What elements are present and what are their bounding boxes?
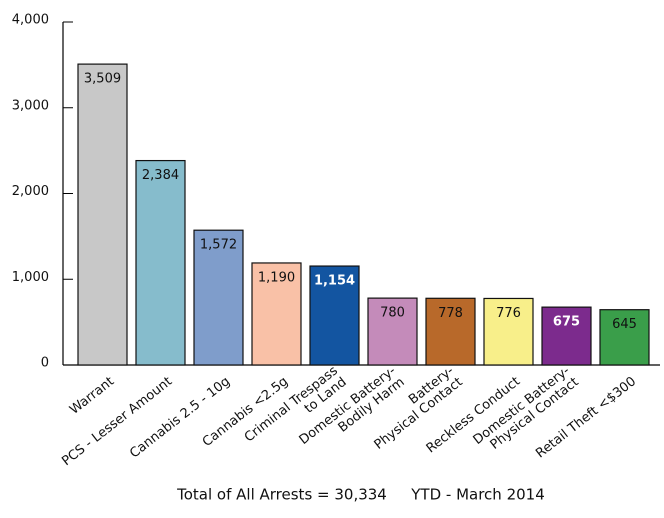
y-tick-label: 1,000	[12, 270, 49, 285]
value-label: 675	[553, 315, 580, 330]
value-label: 1,154	[314, 274, 355, 289]
bar	[599, 309, 650, 366]
value-label: 1,190	[258, 270, 295, 285]
bar	[425, 297, 476, 366]
value-label: 2,384	[142, 168, 179, 183]
value-label: 3,509	[84, 72, 121, 87]
x-tick-label: Cannabis 2.5 - 10g	[127, 374, 233, 461]
x-tick-label: Warrant	[67, 374, 117, 418]
y-tick-label: 2,000	[12, 184, 49, 199]
x-tick-label: PCS - Lesser Amount	[59, 374, 175, 469]
bar	[193, 229, 244, 366]
bar	[309, 265, 360, 366]
value-label: 645	[612, 317, 637, 332]
bar	[541, 306, 592, 366]
bar	[483, 297, 534, 366]
bar	[135, 159, 186, 366]
value-label: 1,572	[200, 238, 237, 253]
y-tick-label: 3,000	[12, 98, 49, 113]
y-tick-label: 4,000	[12, 13, 49, 28]
footer-total: Total of All Arrests = 30,334	[176, 486, 387, 504]
value-label: 780	[380, 306, 405, 321]
bar	[251, 262, 302, 366]
bar	[77, 63, 128, 366]
bar	[367, 297, 418, 366]
y-tick-label: 0	[41, 356, 49, 371]
footer-period: YTD - March 2014	[410, 486, 545, 504]
value-label: 776	[496, 306, 521, 321]
value-label: 778	[438, 306, 463, 321]
